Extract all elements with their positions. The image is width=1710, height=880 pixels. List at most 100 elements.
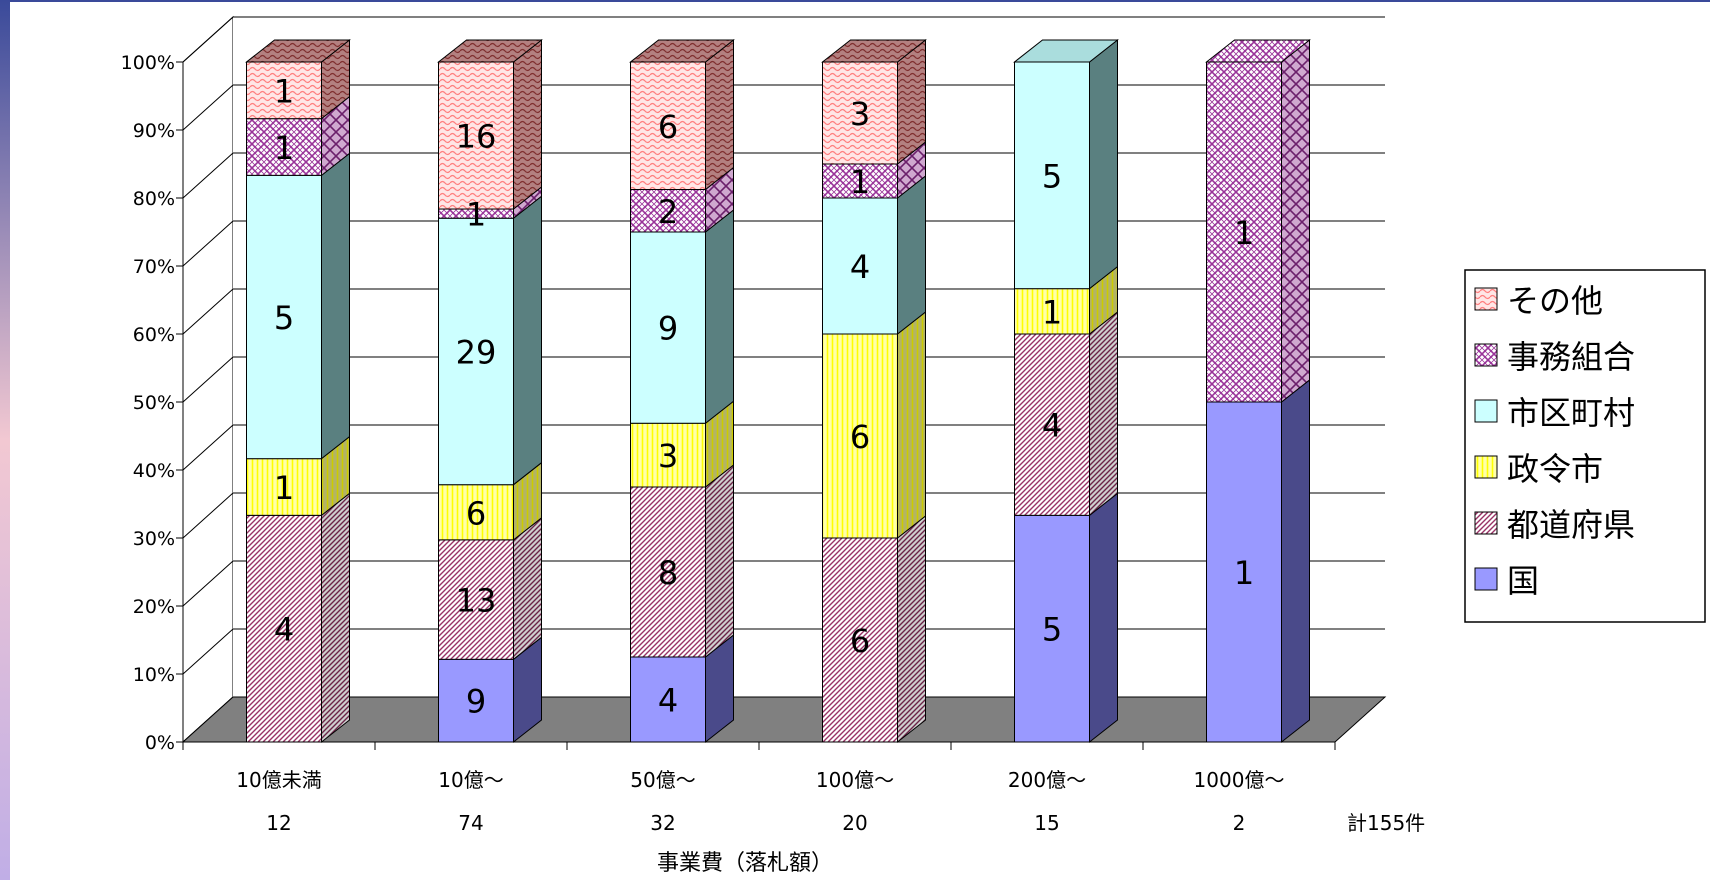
data-label: 29 bbox=[456, 333, 497, 371]
data-label: 6 bbox=[850, 622, 870, 660]
x-tick-label: 10億～ bbox=[438, 768, 503, 792]
y-tick-label: 10% bbox=[133, 664, 175, 686]
gridline bbox=[182, 492, 1385, 539]
legend-swatch bbox=[1474, 455, 1498, 479]
legend-entry: 市区町村 bbox=[1507, 394, 1635, 432]
legend-swatch bbox=[1474, 343, 1498, 367]
bar-segment-front bbox=[1014, 61, 1090, 290]
bar-3 bbox=[821, 38, 927, 744]
gridline bbox=[182, 84, 1385, 131]
bar-segment-side bbox=[1281, 38, 1310, 404]
bar-segment-side bbox=[1089, 492, 1118, 744]
chart-floor bbox=[181, 696, 1387, 743]
category-count: 20 bbox=[842, 811, 867, 835]
bar-segment-front bbox=[246, 458, 322, 516]
bar-segment-front bbox=[630, 422, 706, 488]
y-tick-label: 40% bbox=[133, 460, 175, 482]
gridline bbox=[182, 424, 1385, 471]
bar-segment-side bbox=[513, 516, 542, 661]
bar-1 bbox=[437, 38, 543, 744]
bar-top-face bbox=[821, 39, 927, 63]
bar-segment-side bbox=[705, 38, 734, 191]
y-tick-label: 100% bbox=[121, 52, 175, 74]
bar-segment-side bbox=[897, 174, 926, 336]
category-count: 32 bbox=[650, 811, 675, 835]
total-count-label: 計155件 bbox=[1347, 811, 1425, 835]
bar-top-face bbox=[437, 39, 543, 63]
bar-top-face bbox=[629, 39, 735, 63]
bar-segment-side bbox=[897, 310, 926, 540]
bar-segment-front bbox=[822, 197, 898, 335]
bar-segment-front bbox=[438, 217, 514, 486]
bar-segment-front bbox=[822, 61, 898, 165]
bar-5 bbox=[1205, 38, 1311, 744]
data-label: 13 bbox=[456, 582, 497, 620]
bar-segment-side bbox=[321, 152, 350, 460]
legend-swatch bbox=[1474, 287, 1498, 311]
bar-segment-side bbox=[897, 514, 926, 744]
data-label: 4 bbox=[850, 248, 870, 286]
data-label: 6 bbox=[466, 494, 486, 532]
data-label: 1 bbox=[274, 469, 294, 507]
bar-top-face bbox=[1013, 39, 1119, 63]
gridline bbox=[182, 356, 1385, 403]
legend-entry: 都道府県 bbox=[1507, 506, 1635, 544]
data-label: 3 bbox=[658, 437, 678, 475]
y-tick-label: 0% bbox=[145, 732, 175, 754]
y-tick-label: 50% bbox=[133, 392, 175, 414]
gridline bbox=[182, 628, 1385, 675]
y-tick-label: 90% bbox=[133, 120, 175, 142]
y-tick-label: 70% bbox=[133, 256, 175, 278]
y-tick-label: 30% bbox=[133, 528, 175, 550]
gridline bbox=[182, 288, 1385, 335]
data-label: 5 bbox=[1042, 611, 1062, 649]
x-tick-label: 200億～ bbox=[1008, 768, 1086, 792]
bar-segment-front bbox=[246, 61, 322, 120]
bar-segment-side bbox=[705, 463, 734, 659]
legend-entry: 国 bbox=[1507, 562, 1539, 600]
x-tick-label: 50億～ bbox=[630, 768, 695, 792]
bar-segment-side bbox=[1281, 378, 1310, 744]
data-label: 4 bbox=[658, 682, 678, 720]
data-label: 1 bbox=[1234, 554, 1254, 592]
gridline bbox=[182, 152, 1385, 199]
data-label: 9 bbox=[466, 683, 486, 721]
bar-segment-front bbox=[438, 484, 514, 541]
category-count: 74 bbox=[458, 811, 483, 835]
data-label: 3 bbox=[850, 95, 870, 133]
bar-segment-front bbox=[630, 189, 706, 233]
data-label: 5 bbox=[274, 299, 294, 337]
bar-segment-side bbox=[321, 492, 350, 744]
x-tick-label: 100億～ bbox=[816, 768, 894, 792]
data-label: 6 bbox=[658, 108, 678, 146]
data-label: 1 bbox=[1234, 214, 1254, 252]
bar-segment-side bbox=[1089, 38, 1118, 290]
gridline bbox=[182, 16, 1385, 63]
category-count: 15 bbox=[1034, 811, 1059, 835]
data-label: 2 bbox=[658, 193, 678, 231]
bar-top-face bbox=[1205, 39, 1311, 63]
bar-top-face bbox=[245, 39, 351, 63]
bar-segment-side bbox=[1089, 310, 1118, 517]
bar-segment-front bbox=[822, 163, 898, 199]
x-tick-label: 10億未満 bbox=[236, 768, 321, 792]
bar-segment-side bbox=[513, 38, 542, 211]
legend-swatch bbox=[1474, 511, 1498, 535]
data-label: 6 bbox=[850, 418, 870, 456]
legend-swatch bbox=[1474, 567, 1498, 591]
data-label: 1 bbox=[274, 129, 294, 167]
data-label: 1 bbox=[850, 163, 870, 201]
data-label: 9 bbox=[658, 310, 678, 348]
bar-segment-front bbox=[246, 514, 322, 743]
gridline bbox=[182, 220, 1385, 267]
data-label: 16 bbox=[456, 118, 497, 156]
x-axis-title: 事業費（落札額） bbox=[657, 851, 833, 876]
bar-segment-front bbox=[822, 333, 898, 539]
data-label: 4 bbox=[1042, 407, 1062, 445]
data-label: 1 bbox=[274, 72, 294, 110]
bar-segment-front bbox=[246, 174, 322, 460]
bar-segment-side bbox=[513, 195, 542, 486]
legend-swatch bbox=[1474, 399, 1498, 423]
